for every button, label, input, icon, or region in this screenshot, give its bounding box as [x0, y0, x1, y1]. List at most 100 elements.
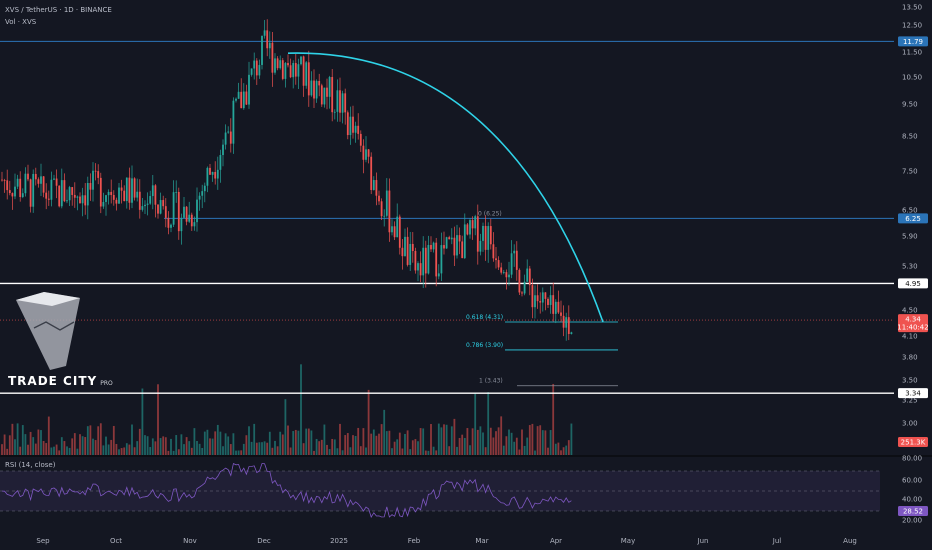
volume-bar	[534, 450, 536, 455]
volume-bar	[432, 446, 435, 455]
volume-bar	[60, 437, 63, 455]
volume-bar	[110, 439, 113, 455]
candlesticks	[1, 19, 573, 341]
volume-bar	[510, 432, 513, 455]
candle-body	[417, 263, 419, 271]
candle-body	[128, 177, 131, 203]
candle-body	[255, 60, 258, 76]
volume-bar	[302, 443, 305, 455]
candle-body	[495, 258, 497, 261]
volume-bar	[294, 429, 297, 455]
candle-body	[136, 191, 139, 198]
price-axis[interactable]: 13.50 12.50 11.50 10.50 9.50 8.50 7.50 6.50 5.90…	[902, 4, 922, 525]
candle-body	[274, 58, 276, 73]
volume-bar	[391, 448, 393, 455]
volume-bar	[419, 428, 422, 455]
volume-bar	[211, 438, 214, 455]
candle-body	[404, 236, 406, 257]
volume-bar	[131, 424, 133, 455]
volume-bar	[32, 437, 35, 455]
candle-body	[557, 301, 560, 313]
candle-body	[16, 178, 19, 187]
price-tick-3.80: 3.80	[902, 354, 918, 362]
volume-bar	[536, 426, 539, 455]
candle-body	[315, 80, 318, 99]
volume-bar	[214, 431, 217, 455]
candle-body	[331, 77, 334, 113]
candle-body	[89, 183, 92, 190]
descending-curve[interactable]	[287, 52, 604, 323]
candle-body	[66, 200, 68, 202]
volume-bar	[149, 447, 152, 455]
candle-body	[258, 64, 261, 76]
candle-body	[541, 292, 544, 303]
volume-bar	[144, 435, 146, 455]
candle-body	[73, 194, 76, 198]
candle-body	[547, 298, 549, 305]
candle-body	[482, 225, 484, 241]
volume-bar	[42, 440, 45, 455]
volume-bar	[185, 437, 188, 455]
volume-bar	[50, 447, 53, 455]
volume-bar	[8, 435, 11, 455]
candle-body	[565, 317, 568, 328]
candle-body	[365, 149, 367, 160]
volume-bar	[266, 442, 269, 455]
volume-bar	[198, 443, 201, 455]
candle-body	[422, 247, 425, 276]
level-tag-3.34: 3.34	[905, 390, 921, 398]
candle-body	[84, 195, 87, 206]
candle-body	[50, 179, 53, 200]
candle-body	[53, 178, 55, 180]
candle-body	[99, 177, 102, 207]
time-label-Aug: Aug	[843, 537, 857, 545]
candle-body	[193, 222, 196, 227]
candle-body	[235, 98, 237, 101]
time-axis[interactable]: Sep Oct Nov Dec 2025 Feb Mar Apr May Jun Jul Aug	[36, 537, 856, 545]
volume-bar	[105, 436, 107, 455]
level-tag-11.79-bg	[898, 36, 928, 47]
candle-body	[518, 269, 521, 293]
volume-bar	[99, 423, 102, 455]
horizontal-levels[interactable]	[0, 40, 894, 394]
volume-bar	[253, 423, 256, 455]
grid-lines	[0, 455, 932, 457]
candle-body	[141, 206, 144, 210]
volume-bar	[276, 446, 279, 455]
volume-bar	[336, 448, 339, 455]
candle-body	[414, 250, 417, 271]
candle-body	[6, 180, 9, 191]
volume-bar	[476, 429, 479, 455]
logo-text: TRADE CITY PRO	[8, 374, 113, 388]
volume-bar	[417, 441, 419, 455]
level-tag-4.95: 4.95	[905, 280, 921, 288]
candle-body	[339, 90, 341, 113]
volume-bar	[375, 435, 378, 455]
current-price-tag-bg	[898, 314, 928, 333]
level-tag-3.34-bg	[898, 388, 928, 399]
volume-bars	[1, 364, 573, 455]
candle-body	[133, 178, 136, 198]
volume-bar	[188, 441, 191, 455]
candle-body	[526, 268, 529, 282]
volume-bar	[255, 442, 258, 455]
candle-body	[276, 58, 279, 69]
candle-body	[357, 125, 360, 134]
fibonacci-levels[interactable]: 0 (6.25) 0.618 (4.31) 0.786 (3.90) 1 (3.43)	[466, 210, 618, 387]
candle-body	[138, 191, 141, 210]
volume-bar	[346, 433, 349, 455]
volume-bar	[307, 428, 310, 455]
candle-body	[489, 226, 492, 245]
volume-bar	[55, 444, 58, 455]
volume-bar	[469, 445, 471, 455]
candle-body	[172, 192, 175, 225]
candle-body	[284, 63, 287, 79]
volume-bar	[333, 439, 336, 455]
time-label-Apr: Apr	[550, 537, 562, 545]
volume-bar	[287, 425, 289, 455]
candle-body	[11, 193, 14, 197]
volume-bar	[37, 429, 40, 455]
candle-body	[427, 244, 430, 274]
